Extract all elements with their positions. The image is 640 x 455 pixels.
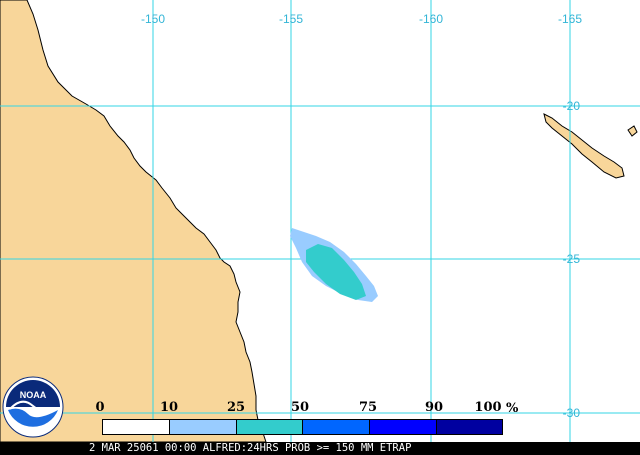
legend-unit: %	[506, 401, 519, 416]
colorbar-segment	[237, 420, 303, 434]
legend-colorbar	[102, 419, 503, 435]
latitude-label: -20	[562, 99, 580, 113]
logo-text: NOAA	[20, 390, 47, 400]
legend-tick: 25	[226, 400, 246, 415]
legend-tick: 50	[290, 400, 310, 415]
caption-bar: 2 MAR 25061 00:00 ALFRED:24HRS PROB >= 1…	[0, 442, 640, 455]
island-fragment	[627, 125, 638, 137]
new-caledonia-island	[543, 113, 625, 179]
australia-landmass	[0, 0, 267, 443]
longitude-label: -150	[140, 12, 166, 26]
colorbar-segment	[370, 420, 437, 434]
legend-tick: 10	[159, 400, 179, 415]
legend-tick: 90	[424, 400, 444, 415]
colorbar-segment	[303, 420, 370, 434]
colorbar-segment	[437, 420, 502, 434]
longitude-label: -155	[278, 12, 304, 26]
graticule	[0, 0, 640, 442]
legend-tick: 75	[358, 400, 378, 415]
legend-tick: 100	[474, 400, 502, 415]
probability-area-50-75	[306, 244, 366, 300]
noaa-logo: NOAA	[2, 376, 64, 438]
colorbar-segment	[170, 420, 237, 434]
longitude-label: -165	[557, 12, 583, 26]
longitude-label: -160	[418, 12, 444, 26]
latitude-label: -30	[562, 406, 580, 420]
colorbar-segment	[103, 420, 170, 434]
legend-tick: 0	[95, 400, 105, 415]
latitude-label: -25	[562, 252, 580, 266]
